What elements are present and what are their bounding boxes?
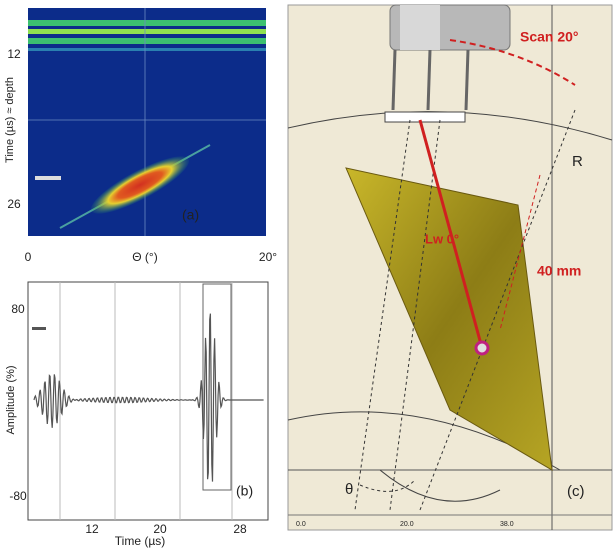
- x-axis-label: Θ (°): [132, 250, 157, 264]
- radius-label: R: [572, 153, 583, 170]
- probe-highlight: [400, 5, 440, 50]
- theta-label: θ: [345, 481, 353, 498]
- panel-label: (a): [182, 207, 199, 223]
- scan-label: Scan 20°: [520, 29, 579, 45]
- figure: (a) 12 26 Time (µs) ≈ depth 0 20° Θ (°) …: [0, 0, 615, 550]
- x-tick-label: 20°: [259, 250, 277, 264]
- y-tick-label: 26: [7, 197, 21, 211]
- x-tick-label: 0.0: [296, 521, 306, 528]
- probe-leg: [466, 50, 468, 110]
- panel-label: (c): [567, 483, 585, 500]
- band: [28, 29, 266, 34]
- band: [28, 38, 266, 44]
- marker: [35, 176, 61, 180]
- angle-label: Lw 0°: [425, 231, 459, 246]
- defect: [476, 342, 488, 354]
- panel-c: Scan 20° R 40 mm Lw 0° θ (c) 0.0 20.0 38…: [288, 5, 612, 530]
- band: [28, 20, 266, 26]
- depth-label: 40 mm: [537, 263, 581, 279]
- probe-leg: [428, 50, 430, 110]
- panel-b: (b) 80 -80 Amplitude (%) 12 20 28 Time (…: [5, 282, 268, 548]
- probe-leg: [393, 50, 395, 110]
- y-tick-label: 80: [11, 302, 25, 316]
- x-tick-label: 0: [25, 250, 32, 264]
- x-tick-label: 20.0: [400, 521, 414, 528]
- panel-label: (b): [236, 483, 253, 499]
- y-tick-label: 12: [7, 47, 21, 61]
- y-axis-label: Amplitude (%): [5, 365, 17, 434]
- panel-a: (a) 12 26 Time (µs) ≈ depth 0 20° Θ (°): [4, 8, 277, 264]
- x-tick-label: 38.0: [500, 521, 514, 528]
- x-axis-label: Time (µs): [115, 534, 165, 548]
- y-tick-label: -80: [9, 489, 27, 503]
- x-tick-label: 28: [233, 522, 247, 536]
- y-axis-label: Time (µs) ≈ depth: [4, 77, 16, 163]
- band: [28, 48, 266, 51]
- marker: [32, 327, 46, 330]
- x-tick-label: 12: [85, 522, 99, 536]
- array-elements: [385, 112, 465, 122]
